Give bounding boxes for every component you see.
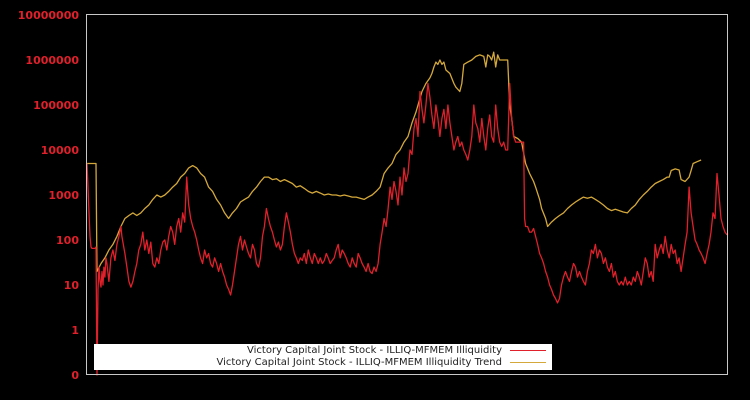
legend: Victory Capital Joint Stock - ILLIQ-MFME… — [94, 344, 552, 370]
y-tick-label: 100000 — [33, 99, 79, 112]
y-tick-label: 10000 — [41, 144, 80, 157]
legend-item-illiquidity: Victory Capital Joint Stock - ILLIQ-MFME… — [247, 344, 546, 357]
y-tick-label: 1 — [71, 324, 79, 337]
legend-label: Victory Capital Joint Stock - ILLIQ-MFME… — [247, 345, 502, 356]
legend-swatch-gold-line — [510, 362, 546, 363]
y-tick-label: 10000000 — [18, 9, 80, 22]
y-tick-label: 0 — [71, 369, 79, 382]
y-tick-label: 10 — [64, 279, 80, 292]
y-tick-label: 100 — [56, 234, 79, 247]
y-tick-label: 1000 — [48, 189, 79, 202]
series-illiquidity-line — [86, 82, 728, 376]
legend-swatch-red-line — [510, 350, 546, 351]
y-tick-label: 1000000 — [25, 54, 79, 67]
series-illiquidity-trend-line — [87, 51, 702, 273]
plot-area — [86, 51, 728, 376]
legend-label: Victory Capital Joint Stock - ILLIQ-MFME… — [216, 357, 502, 368]
plot-frame — [86, 14, 728, 375]
legend-item-illiquidity-trend: Victory Capital Joint Stock - ILLIQ-MFME… — [216, 356, 546, 369]
